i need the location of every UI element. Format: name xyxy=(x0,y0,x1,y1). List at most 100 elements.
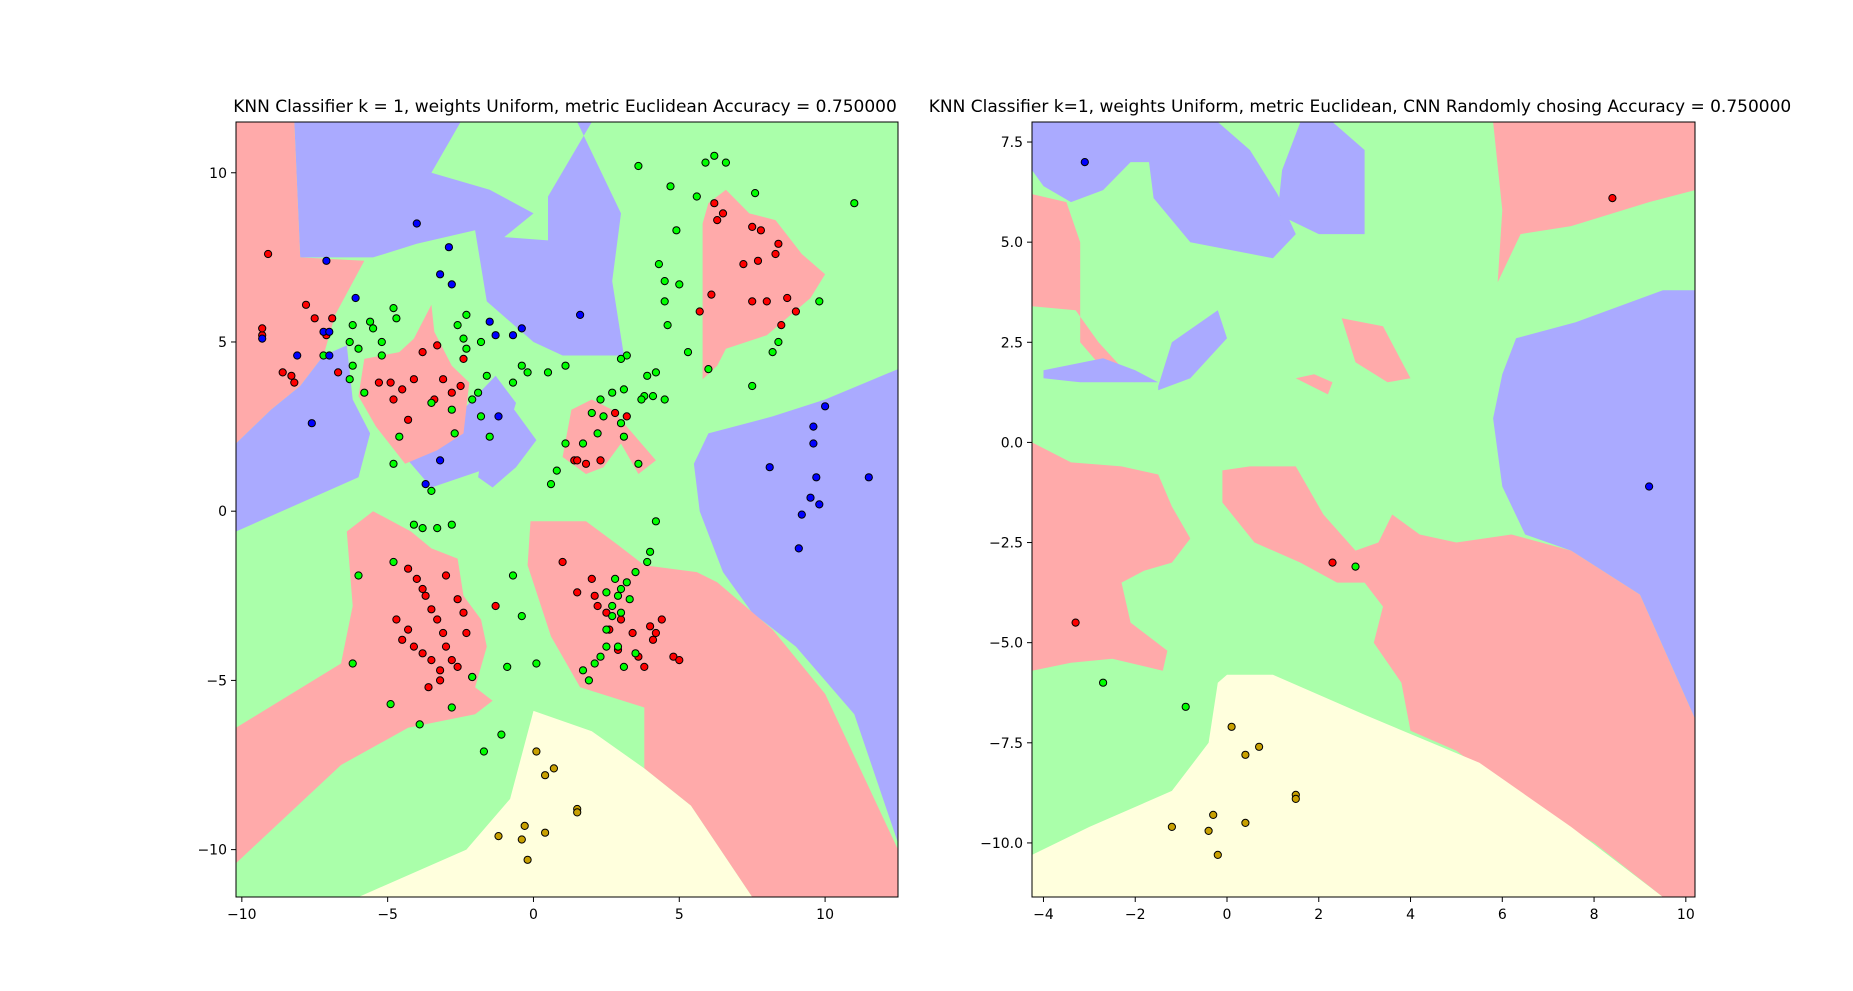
data-point-green xyxy=(721,158,731,167)
data-point-green xyxy=(552,466,561,475)
data-point-green xyxy=(523,368,532,377)
data-point-blue xyxy=(821,402,830,411)
x-tick-label: 8 xyxy=(1590,907,1599,923)
data-point-green xyxy=(584,676,594,685)
y-tick-label: −10 xyxy=(197,843,227,859)
data-point-green xyxy=(354,344,363,353)
x-tick-label: −4 xyxy=(1033,907,1054,923)
data-point-red xyxy=(777,321,786,330)
data-point-blue xyxy=(812,473,821,482)
data-point-green xyxy=(599,412,608,421)
data-point-green xyxy=(561,439,570,448)
data-point-green xyxy=(482,371,491,380)
data-point-blue xyxy=(494,412,503,421)
data-point-blue xyxy=(351,293,360,303)
data-point-green xyxy=(1099,678,1108,687)
data-point-green xyxy=(631,568,640,577)
x-tick-label: 0 xyxy=(1223,907,1232,923)
decision-region-red xyxy=(1032,442,1191,671)
data-point-green xyxy=(348,361,357,370)
x-tick-label: −10 xyxy=(227,907,257,923)
data-point-green xyxy=(666,182,675,191)
data-point-green xyxy=(590,659,599,668)
data-point-blue xyxy=(444,243,453,252)
data-point-yellow xyxy=(1241,818,1250,828)
data-point-green xyxy=(508,378,518,387)
data-point-yellow xyxy=(494,832,503,841)
data-point-red xyxy=(409,642,418,651)
data-point-blue xyxy=(797,510,806,519)
decision-region-blue xyxy=(1043,358,1159,383)
data-point-green xyxy=(468,395,477,404)
data-point-red xyxy=(456,381,465,391)
data-point-green xyxy=(459,334,468,343)
x-tick-label: −2 xyxy=(1125,907,1146,923)
x-tick-label: 2 xyxy=(1314,907,1323,923)
data-point-red xyxy=(453,595,462,604)
y-tick-label: 5.0 xyxy=(1001,235,1023,251)
data-point-blue xyxy=(809,422,818,431)
data-point-green xyxy=(1351,562,1360,571)
data-point-red xyxy=(436,666,445,675)
data-point-green xyxy=(683,348,693,357)
data-point-green xyxy=(619,432,629,441)
data-point-red xyxy=(783,293,792,303)
data-point-red xyxy=(436,676,445,685)
data-point-red xyxy=(389,395,398,404)
data-point-red xyxy=(439,375,448,384)
y-tick-label: 2.5 xyxy=(1001,335,1023,351)
data-point-yellow xyxy=(541,828,550,837)
data-point-red xyxy=(310,314,319,323)
data-point-green xyxy=(625,595,634,604)
data-point-green xyxy=(651,368,661,377)
data-point-red xyxy=(739,260,748,269)
data-point-green xyxy=(643,371,652,380)
decision-region-red xyxy=(236,122,365,444)
data-point-red xyxy=(418,649,427,658)
decision-region-red xyxy=(1295,374,1333,395)
data-point-red xyxy=(447,388,456,397)
data-point-green xyxy=(622,578,631,587)
data-point-blue xyxy=(436,270,445,279)
decision-region-blue xyxy=(294,122,624,356)
data-point-green xyxy=(616,354,626,363)
data-point-green xyxy=(672,226,681,235)
data-point-yellow xyxy=(1167,822,1177,832)
data-point-red xyxy=(771,249,780,259)
y-tick-label: −5 xyxy=(206,673,227,689)
data-point-red xyxy=(398,635,407,644)
data-point-green xyxy=(392,314,401,323)
data-point-green xyxy=(602,625,611,634)
data-point-green xyxy=(608,601,617,611)
data-point-green xyxy=(476,337,486,347)
data-point-green xyxy=(578,666,588,675)
data-point-blue xyxy=(517,324,526,333)
data-point-red xyxy=(386,378,395,387)
y-tick-label: 0 xyxy=(218,504,227,520)
y-tick-label: 10 xyxy=(209,166,227,182)
data-point-red xyxy=(404,625,413,634)
decision-region-red xyxy=(1493,122,1695,283)
data-point-green xyxy=(543,368,553,377)
left-chart: KNN Classifier k = 1, weights Uniform, m… xyxy=(197,97,899,923)
data-point-blue xyxy=(325,351,334,360)
x-tick-label: −5 xyxy=(377,907,398,923)
data-point-red xyxy=(695,307,704,316)
data-point-red xyxy=(1608,194,1617,203)
y-tick-label: 7.5 xyxy=(1001,135,1023,151)
data-point-red xyxy=(710,199,719,208)
data-point-blue xyxy=(293,351,302,360)
x-tick-label: 6 xyxy=(1498,907,1507,923)
data-point-red xyxy=(707,290,716,299)
data-point-red xyxy=(258,324,267,333)
data-point-red xyxy=(628,628,637,638)
data-point-green xyxy=(578,439,588,448)
decision-region-yellow xyxy=(358,710,753,897)
data-point-red xyxy=(328,314,337,323)
data-point-green xyxy=(748,381,757,391)
data-point-red xyxy=(590,591,599,600)
data-point-blue xyxy=(809,439,818,448)
data-point-red xyxy=(774,239,783,248)
data-point-green xyxy=(675,280,684,289)
x-tick-label: 4 xyxy=(1406,907,1415,923)
